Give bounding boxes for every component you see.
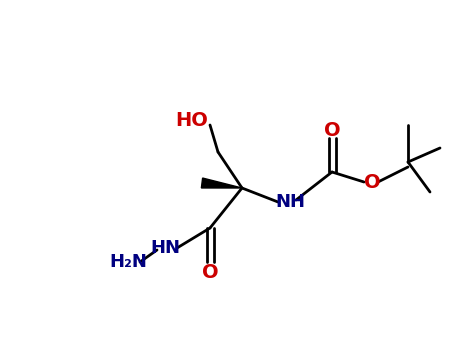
Text: H₂N: H₂N bbox=[109, 253, 147, 271]
Text: O: O bbox=[202, 262, 218, 281]
Polygon shape bbox=[202, 178, 242, 188]
Text: NH: NH bbox=[275, 193, 305, 211]
Text: HO: HO bbox=[176, 111, 208, 130]
Text: O: O bbox=[324, 120, 340, 140]
Text: HN: HN bbox=[150, 239, 180, 257]
Text: O: O bbox=[364, 173, 380, 191]
